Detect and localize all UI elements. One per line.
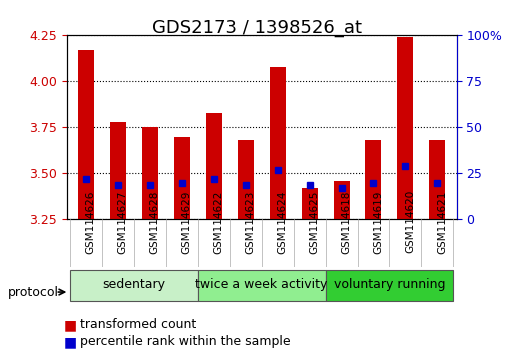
Text: voluntary running: voluntary running	[334, 279, 445, 291]
Text: GSM114628: GSM114628	[150, 190, 160, 253]
Bar	[174, 137, 190, 219]
Text: twice a week activity: twice a week activity	[195, 279, 328, 291]
Bar	[142, 127, 158, 219]
Text: protocol: protocol	[8, 286, 58, 298]
Text: GSM114627: GSM114627	[118, 190, 128, 253]
Text: GSM114619: GSM114619	[373, 190, 384, 253]
Text: GSM114618: GSM114618	[342, 190, 351, 253]
Text: GSM114620: GSM114620	[405, 190, 416, 253]
Bar	[198, 270, 326, 301]
Bar	[110, 122, 126, 219]
Text: ■: ■	[64, 318, 77, 332]
Bar	[206, 113, 222, 219]
Bar	[326, 270, 453, 301]
Text: percentile rank within the sample: percentile rank within the sample	[80, 336, 290, 348]
Bar	[429, 140, 445, 219]
Bar	[398, 37, 413, 219]
Text: GSM114624: GSM114624	[278, 190, 288, 253]
Bar	[365, 140, 382, 219]
Text: GSM114626: GSM114626	[86, 190, 96, 253]
Bar	[70, 270, 198, 301]
Bar	[302, 188, 318, 219]
Text: ■: ■	[64, 335, 77, 349]
Text: sedentary: sedentary	[102, 279, 165, 291]
Text: GSM114623: GSM114623	[246, 190, 255, 253]
Text: GSM114629: GSM114629	[182, 190, 192, 253]
Bar	[238, 140, 253, 219]
Bar	[78, 50, 94, 219]
Bar	[270, 67, 286, 219]
Text: GSM114622: GSM114622	[214, 190, 224, 253]
Bar	[333, 181, 349, 219]
Text: GSM114621: GSM114621	[438, 190, 447, 253]
Text: transformed count: transformed count	[80, 319, 196, 331]
Text: GDS2173 / 1398526_at: GDS2173 / 1398526_at	[151, 19, 362, 38]
Text: GSM114625: GSM114625	[309, 190, 320, 253]
